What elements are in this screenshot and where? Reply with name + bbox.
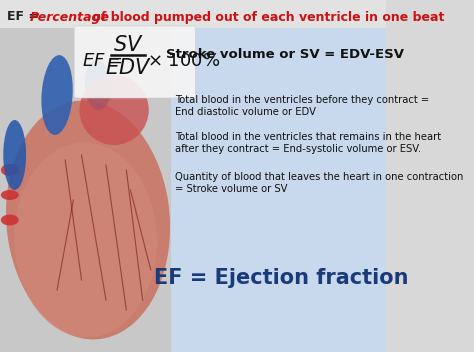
Text: Total blood in the ventricles that remains in the heart: Total blood in the ventricles that remai… — [175, 132, 441, 142]
Ellipse shape — [14, 143, 157, 338]
Text: $\mathit{SV}$: $\mathit{SV}$ — [113, 35, 143, 55]
Ellipse shape — [80, 75, 149, 145]
Text: Percentage: Percentage — [30, 11, 110, 24]
Text: Total blood in the ventricles before they contract =: Total blood in the ventricles before the… — [175, 95, 429, 105]
Ellipse shape — [6, 101, 170, 339]
Ellipse shape — [1, 214, 19, 226]
Bar — [0, 0, 386, 28]
Text: $\mathit{EDV}$: $\mathit{EDV}$ — [105, 58, 151, 78]
Text: = Stroke volume or SV: = Stroke volume or SV — [175, 184, 288, 194]
Text: $\times$ 100%: $\times$ 100% — [147, 52, 220, 70]
Ellipse shape — [1, 190, 19, 200]
Text: $\mathit{EF}=$: $\mathit{EF}=$ — [82, 52, 122, 70]
FancyBboxPatch shape — [74, 26, 196, 98]
Text: End diastolic volume or EDV: End diastolic volume or EDV — [175, 107, 316, 117]
Text: after they contract = End-systolic volume or ESV.: after they contract = End-systolic volum… — [175, 144, 421, 154]
Ellipse shape — [41, 55, 73, 135]
Text: Stroke volume or SV = EDV-ESV: Stroke volume or SV = EDV-ESV — [166, 49, 404, 62]
Ellipse shape — [85, 60, 111, 110]
Ellipse shape — [1, 164, 19, 176]
Text: of blood pumped out of each ventricle in one beat: of blood pumped out of each ventricle in… — [88, 11, 445, 24]
Text: EF =: EF = — [7, 11, 43, 24]
Bar — [171, 28, 386, 352]
Text: EF = Ejection fraction: EF = Ejection fraction — [154, 268, 409, 288]
Text: Quantity of blood that leaves the heart in one contraction: Quantity of blood that leaves the heart … — [175, 172, 464, 182]
Ellipse shape — [3, 120, 26, 190]
